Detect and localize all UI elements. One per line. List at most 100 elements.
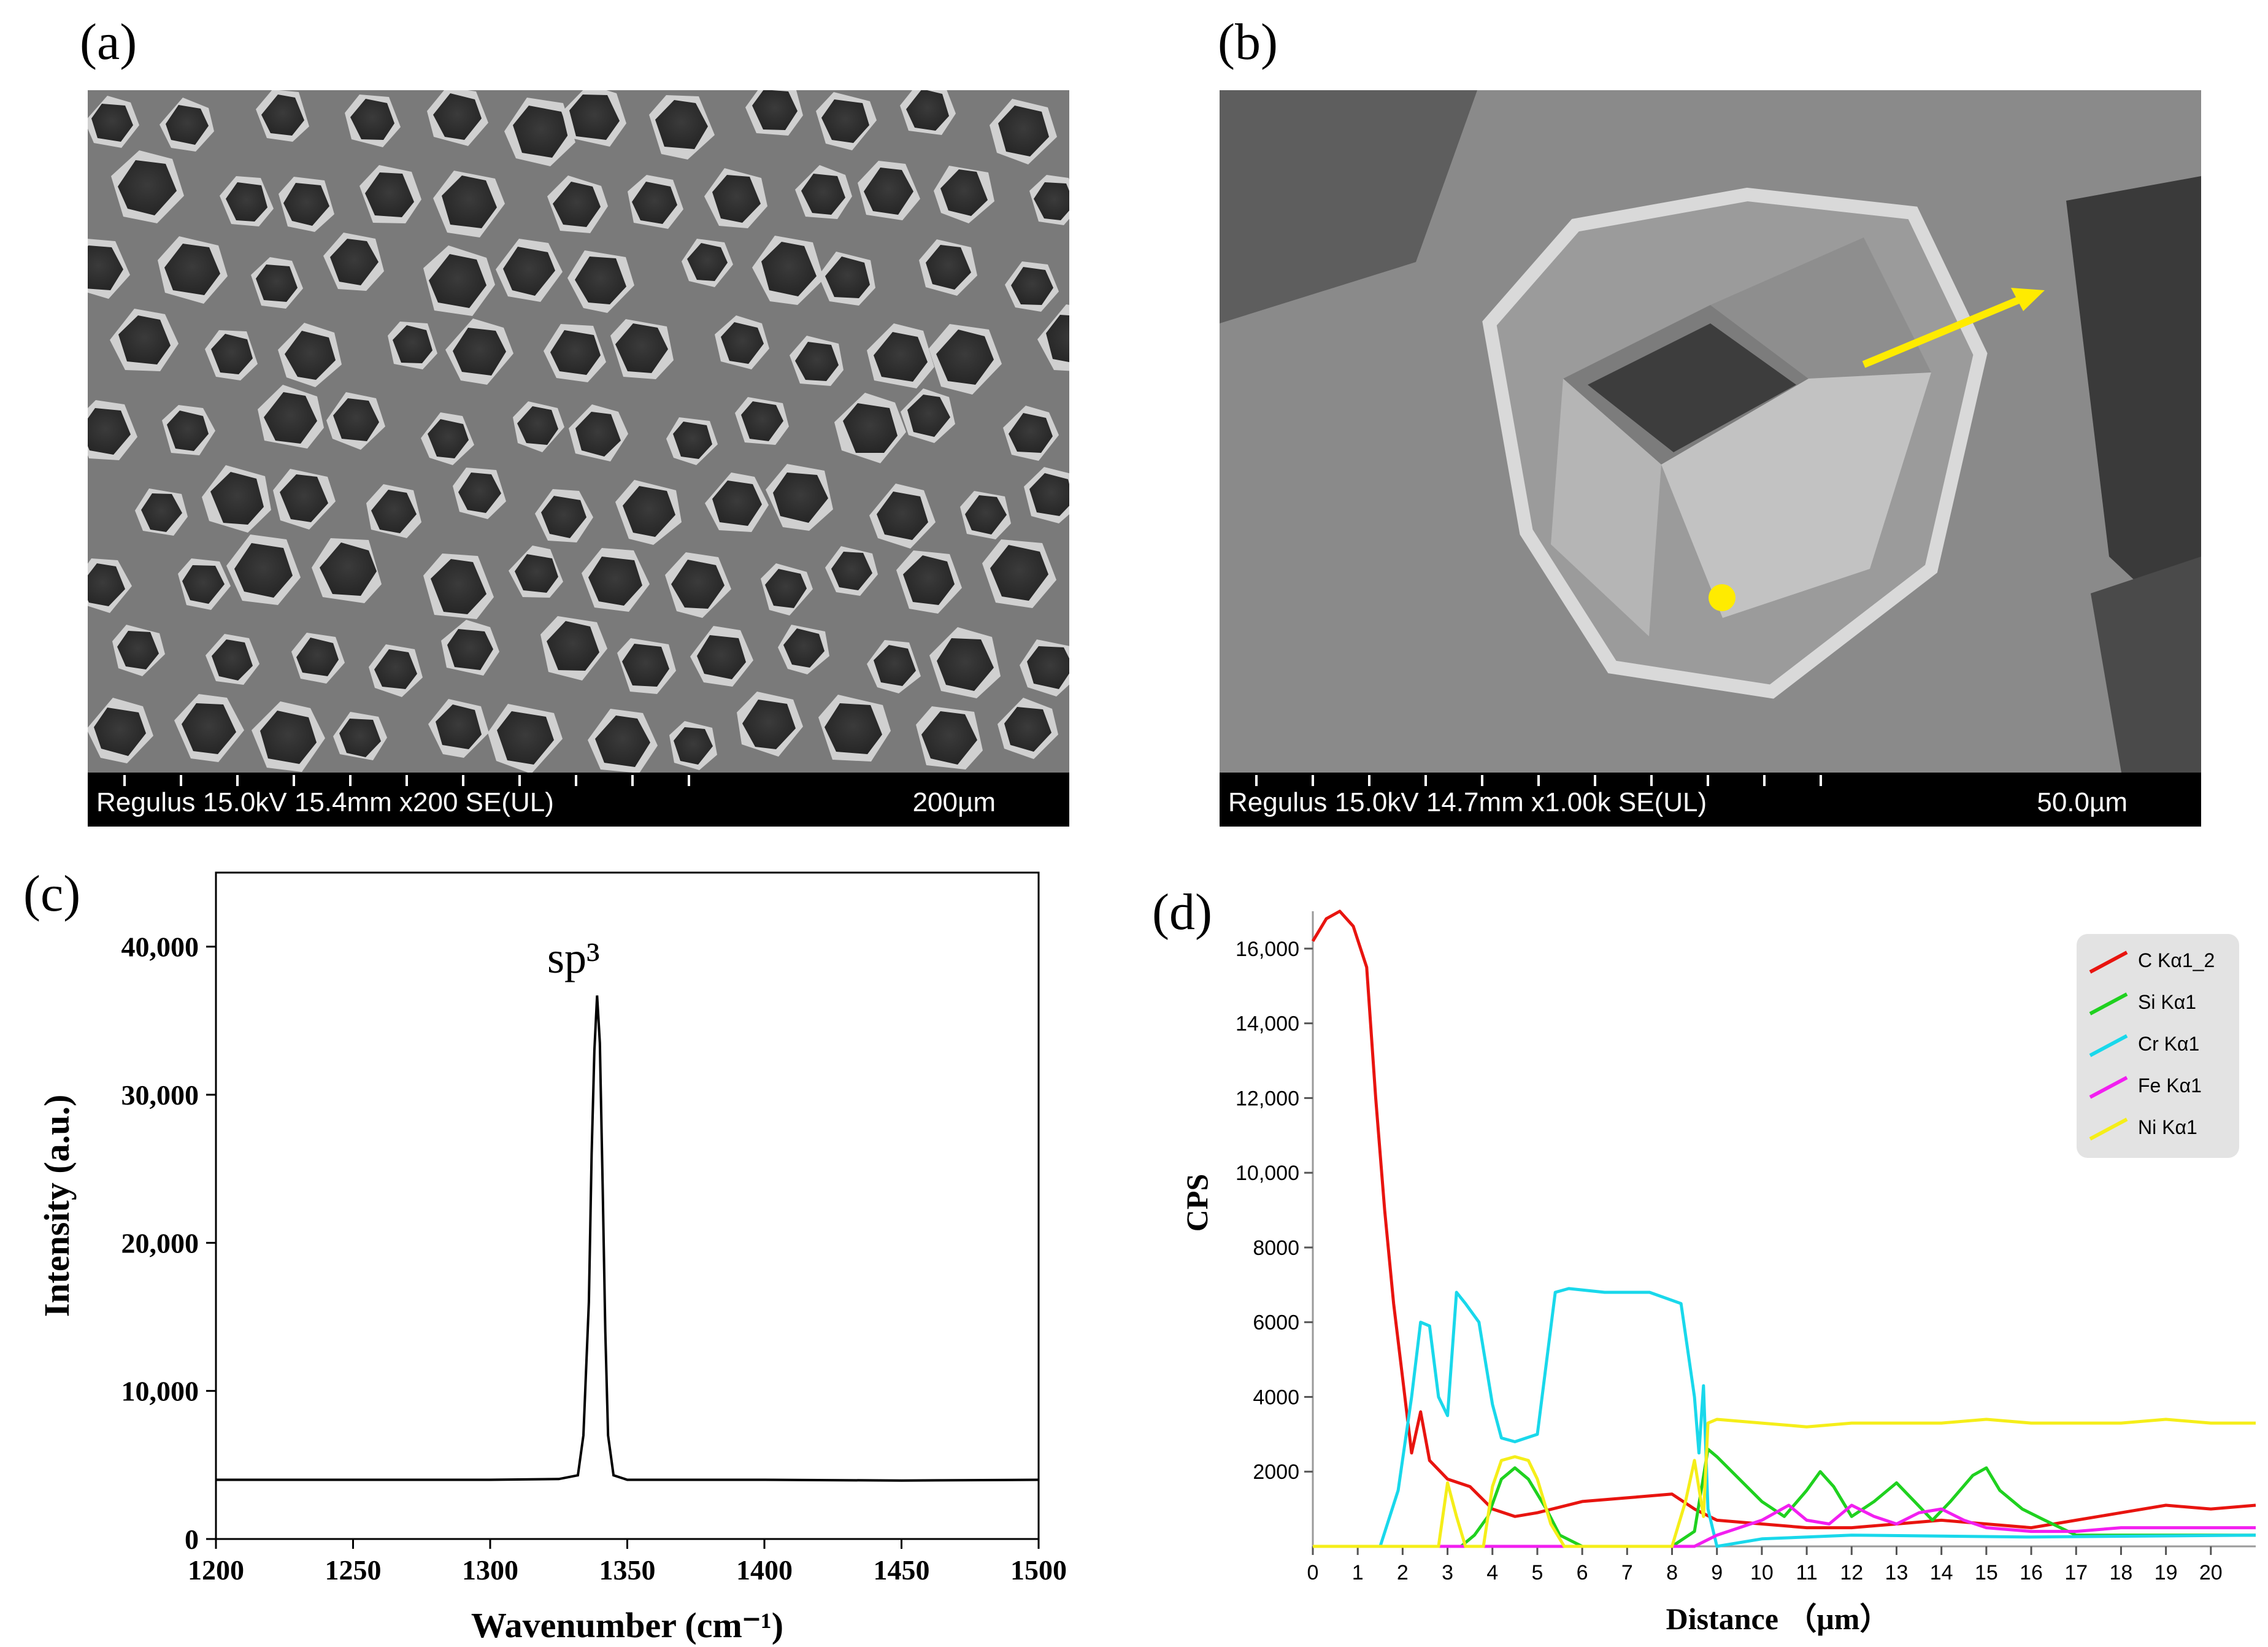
pit (575, 412, 621, 457)
pit (226, 182, 267, 222)
y-tick-label: 12,000 (1236, 1087, 1299, 1110)
y-tick-label: 8000 (1253, 1236, 1299, 1260)
pit (339, 719, 381, 757)
x-axis-label: Wavenumber (cm⁻¹) (471, 1605, 783, 1645)
x-tick-label: 14 (1930, 1561, 1953, 1584)
pit (795, 342, 839, 381)
legend-label: Fe Kα1 (2138, 1074, 2202, 1097)
pit (877, 492, 928, 540)
sem-info-a: Regulus 15.0kV 15.4mm x200 SE(UL) (96, 787, 554, 817)
pit (864, 168, 913, 215)
y-axis-label: Intensity (a.u.) (37, 1095, 77, 1317)
pit (541, 496, 586, 538)
pit (547, 621, 599, 671)
line-scan-series (1313, 1287, 2256, 1548)
legend-swatch (2089, 1034, 2128, 1057)
legend-swatch (2089, 951, 2128, 974)
x-tick-label: 5 (1531, 1561, 1543, 1584)
pit (164, 244, 220, 295)
pit (632, 182, 677, 224)
pit (569, 94, 620, 140)
pit (166, 105, 209, 145)
x-tick-label: 18 (2110, 1561, 2133, 1584)
line-scan-series (1313, 1418, 2256, 1548)
pit (907, 395, 950, 437)
pit (285, 331, 336, 380)
pit (365, 172, 414, 217)
sem-scale-ticks-b (1255, 775, 1822, 786)
pit (515, 554, 558, 593)
legend-swatch (2089, 992, 2128, 1016)
pit (623, 486, 675, 537)
pit (320, 542, 377, 596)
sem-texture-a (88, 90, 1069, 773)
pit (1029, 473, 1069, 516)
pit (761, 242, 817, 296)
pit (374, 649, 417, 689)
pit (940, 169, 988, 216)
sem-image-a: Regulus 15.0kV 15.4mm x200 SE(UL) 200µm (88, 90, 1069, 827)
sem-texture-b (1220, 90, 2201, 773)
pit (503, 247, 555, 296)
pit (825, 256, 870, 298)
pit (825, 703, 882, 754)
pit (433, 93, 482, 140)
pit (256, 264, 298, 302)
pit (260, 711, 317, 764)
pit (141, 493, 182, 532)
pit (167, 411, 209, 451)
x-tick-label: 1450 (874, 1554, 930, 1586)
pit (94, 708, 146, 756)
pit (1009, 413, 1053, 453)
pit (906, 90, 949, 131)
pit (1046, 315, 1069, 363)
pit (550, 330, 601, 375)
x-tick-label: 1300 (462, 1554, 518, 1586)
line-scan-series (1311, 909, 2256, 1530)
sem-image-b: Regulus 15.0kV 14.7mm x1.00k SE(UL) 50.0… (1220, 90, 2201, 827)
y-tick-label: 10,000 (121, 1376, 199, 1407)
pit (350, 99, 394, 140)
x-tick-label: 1400 (736, 1554, 793, 1586)
y-tick-label: 20,000 (121, 1227, 199, 1259)
pit (371, 490, 417, 533)
pit (280, 474, 328, 522)
pit (921, 711, 977, 765)
pit (212, 639, 253, 681)
y-tick-label: 0 (185, 1524, 199, 1555)
pit (182, 565, 225, 604)
pit (497, 711, 554, 765)
x-tick-label: 2 (1397, 1561, 1409, 1584)
x-tick-label: 15 (1975, 1561, 1998, 1584)
pit (773, 472, 828, 523)
pit (393, 325, 432, 363)
pit (553, 182, 601, 227)
pit (118, 315, 171, 364)
pit (182, 703, 236, 754)
y-tick-label: 4000 (1253, 1386, 1299, 1409)
pit (673, 422, 712, 459)
pit (965, 495, 1007, 534)
x-tick-label: 13 (1885, 1561, 1909, 1584)
pit (741, 401, 783, 441)
pit (926, 245, 971, 290)
raman-chart: 1200 1250 1300 1350 1400 1450 1500 0 10,000 20,00… (37, 871, 1067, 1645)
x-tick-label: 1250 (325, 1554, 382, 1586)
x-tick-label: 16 (2020, 1561, 2043, 1584)
pit (721, 322, 764, 364)
x-tick-label: 1200 (188, 1554, 244, 1586)
pit (1027, 646, 1069, 689)
pit (210, 472, 264, 525)
x-tick-label: 1 (1352, 1561, 1364, 1584)
pit (998, 106, 1049, 156)
pit (429, 254, 486, 308)
sem-info-bar-b: Regulus 15.0kV 14.7mm x1.00k SE(UL) 50.0… (1220, 773, 2201, 827)
sem-scale-a: 200µm (912, 787, 996, 817)
sem-scale-b: 50.0µm (2037, 787, 2128, 817)
pit (674, 727, 713, 765)
pit (431, 559, 486, 614)
legend-label: Ni Kα1 (2138, 1116, 2197, 1138)
pit (937, 638, 994, 691)
pit (874, 645, 916, 686)
pit (88, 408, 131, 455)
